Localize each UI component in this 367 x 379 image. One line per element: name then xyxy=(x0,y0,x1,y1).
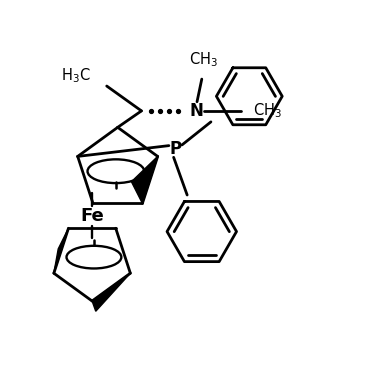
Polygon shape xyxy=(54,228,69,273)
Polygon shape xyxy=(92,273,130,311)
Text: P: P xyxy=(170,140,182,158)
Text: Fe: Fe xyxy=(80,207,104,225)
Text: H$_3$C: H$_3$C xyxy=(61,66,91,85)
Polygon shape xyxy=(131,157,158,204)
Text: CH$_3$: CH$_3$ xyxy=(253,102,282,120)
Text: CH$_3$: CH$_3$ xyxy=(189,50,218,69)
Text: N: N xyxy=(189,102,203,120)
